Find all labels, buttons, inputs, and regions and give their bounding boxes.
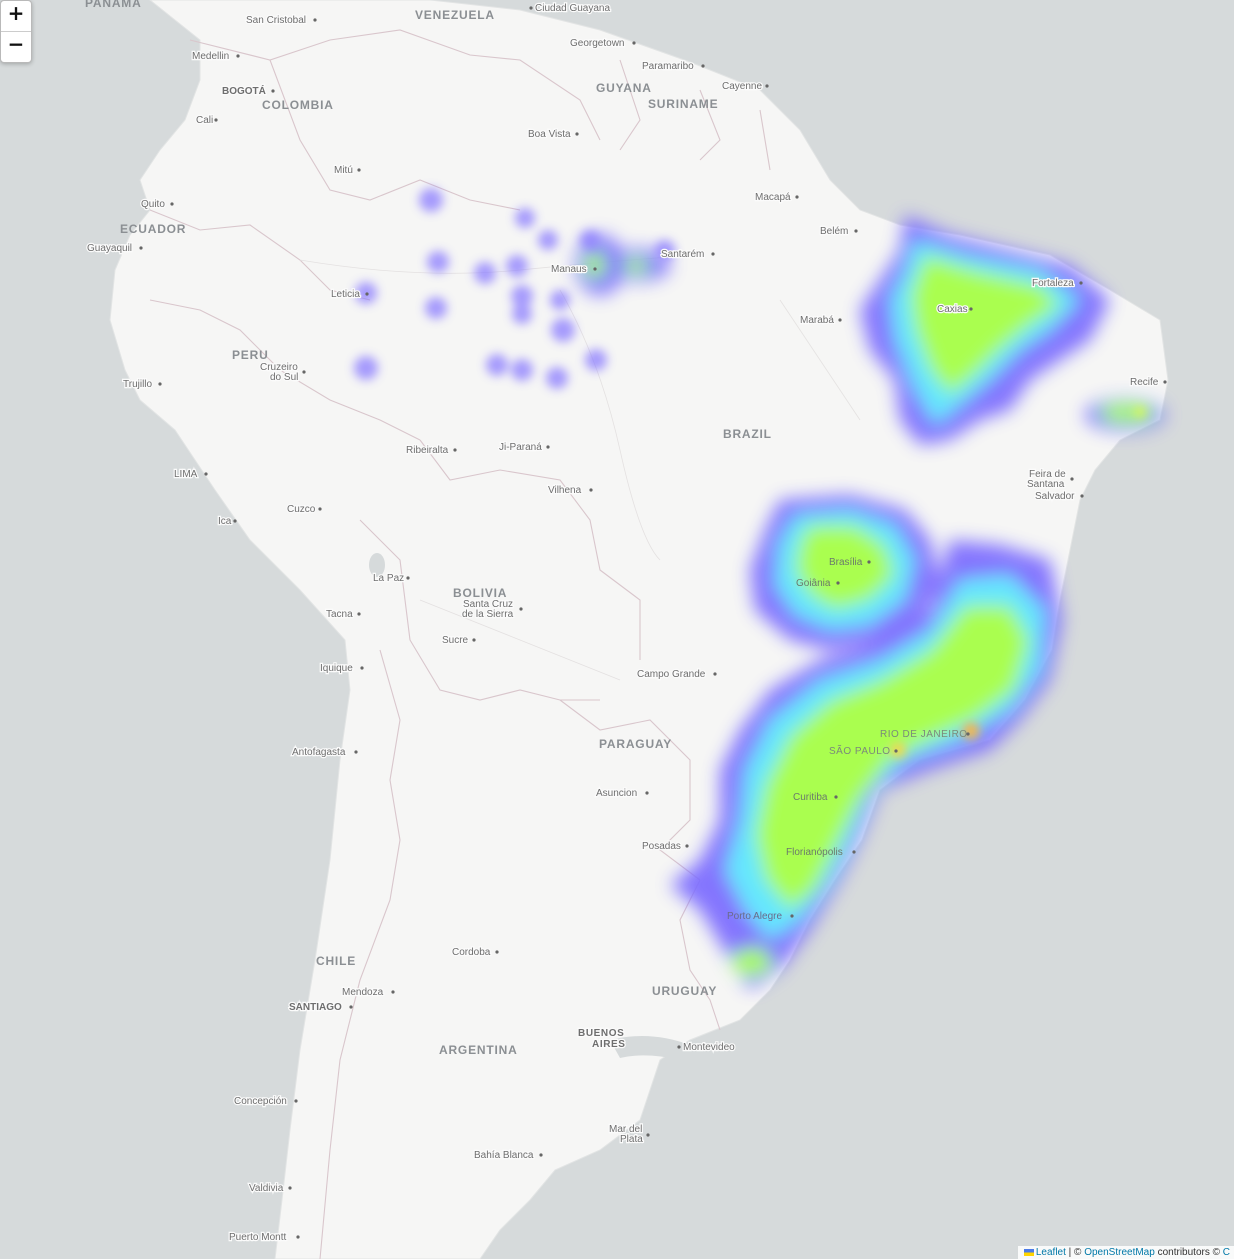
city-label: Mendoza xyxy=(342,987,384,998)
city-label: Plata xyxy=(620,1134,643,1145)
country-label-chile: CHILE xyxy=(316,954,356,968)
city-label: Asuncion xyxy=(596,788,637,799)
city-label: San Cristobal xyxy=(246,15,306,26)
city-label: Feira de xyxy=(1029,469,1066,480)
city-label: Cali xyxy=(196,115,213,126)
city-label: de la Sierra xyxy=(462,609,514,620)
country-label-peru: PERU xyxy=(232,348,269,362)
heatmap-points xyxy=(354,188,675,389)
city-label: Georgetown xyxy=(570,38,624,49)
country-label-ecuador: ECUADOR xyxy=(120,222,186,236)
city-label: Ica xyxy=(218,516,232,527)
city-label: Mar del xyxy=(609,1124,642,1135)
city-label: Cayenne xyxy=(722,81,762,92)
city-label: Antofagasta xyxy=(292,747,346,758)
city-label: RIO DE JANEIRO xyxy=(880,729,968,740)
city-label: Bahía Blanca xyxy=(474,1150,534,1161)
city-label: La Paz xyxy=(373,573,404,584)
city-label: Santarém xyxy=(661,249,704,260)
city-label: Quito xyxy=(141,199,165,210)
city-label: Macapá xyxy=(755,192,791,203)
city-label: Tacna xyxy=(326,609,353,620)
city-label: Medellin xyxy=(192,51,229,62)
country-label-guyana: GUYANA xyxy=(596,81,652,95)
city-label: Florianópolis xyxy=(786,847,843,858)
country-label-argentina: ARGENTINA xyxy=(439,1043,518,1057)
city-label: Boa Vista xyxy=(528,129,571,140)
city-label: Sucre xyxy=(442,635,469,646)
city-label: Guayaquil xyxy=(87,243,132,254)
city-label: Iquique xyxy=(320,663,353,674)
city-label: Santana xyxy=(1027,479,1065,490)
city-label: Paramaribo xyxy=(642,61,694,72)
country-label-paraguay: PARAGUAY xyxy=(599,737,672,751)
city-label: Recife xyxy=(1130,377,1159,388)
city-label: SANTIAGO xyxy=(289,1002,342,1013)
city-label: Leticia xyxy=(331,289,360,300)
city-label: Vilhena xyxy=(548,485,582,496)
country-borders xyxy=(149,29,771,1259)
map-attribution: Leaflet | © OpenStreetMap contributors ©… xyxy=(1017,1246,1234,1259)
country-labels: PANAMA VENEZUELA COLOMBIA GUYANA SURINAM… xyxy=(85,0,772,1057)
attribution-contributors: contributors © xyxy=(1154,1247,1223,1258)
city-label: Cordoba xyxy=(452,947,491,958)
country-label-bolivia: BOLIVIA xyxy=(453,586,507,600)
city-label: Posadas xyxy=(642,841,681,852)
leaflet-link[interactable]: Leaflet xyxy=(1035,1247,1066,1258)
city-label: AIRES xyxy=(592,1039,626,1050)
country-label-venezuela: VENEZUELA xyxy=(415,8,495,22)
city-label: Mitú xyxy=(334,165,353,176)
city-label: Cruzeiro xyxy=(260,362,298,373)
city-label: BOGOTÁ xyxy=(222,84,266,97)
carto-link[interactable]: C xyxy=(1222,1247,1230,1258)
city-dots xyxy=(139,6,1167,1239)
city-label: Belém xyxy=(820,226,848,237)
heatmap-layer xyxy=(576,215,1165,990)
city-label: BUENOS xyxy=(578,1028,624,1039)
country-label-uruguay: URUGUAY xyxy=(652,984,717,998)
city-label: Curitiba xyxy=(793,792,828,803)
attribution-separator: | © xyxy=(1065,1247,1085,1258)
city-label: Manaus xyxy=(551,264,587,275)
city-label: Santa Cruz xyxy=(463,599,513,610)
city-labels: San Cristobal Ciudad Guayana Georgetown … xyxy=(86,2,1160,1245)
city-label: Goiânia xyxy=(796,578,831,589)
country-label-panama: PANAMA xyxy=(85,0,142,10)
city-label: Porto Alegre xyxy=(727,911,782,922)
zoom-out-button[interactable]: − xyxy=(1,31,31,62)
city-label: SÃO PAULO xyxy=(829,744,891,757)
city-label: Puerto Montt xyxy=(229,1232,286,1243)
zoom-in-button[interactable]: + xyxy=(7,1,25,25)
city-label: Trujillo xyxy=(123,379,153,390)
city-label: Montevideo xyxy=(683,1042,735,1053)
city-label: Campo Grande xyxy=(637,669,706,680)
country-label-brazil: BRAZIL xyxy=(723,427,772,441)
city-label: Ribeiralta xyxy=(406,445,449,456)
country-label-colombia: COLOMBIA xyxy=(262,98,334,112)
city-label: Ciudad Guayana xyxy=(535,3,610,14)
city-label: Caxias xyxy=(937,304,968,315)
zoom-control: + − xyxy=(0,0,32,63)
city-label: LIMA xyxy=(174,469,198,480)
city-label: Concepción xyxy=(234,1096,287,1107)
city-label: Valdivia xyxy=(249,1183,284,1194)
openstreetmap-link[interactable]: OpenStreetMap xyxy=(1084,1247,1155,1258)
city-label: Marabá xyxy=(800,315,834,326)
city-label: Ji-Paraná xyxy=(499,442,542,453)
city-label: Fortaleza xyxy=(1032,278,1074,289)
city-label: Salvador xyxy=(1035,491,1075,502)
heatmap-hotspots xyxy=(891,407,1145,757)
city-label: Brasília xyxy=(829,557,863,568)
city-label: Cuzco xyxy=(287,504,316,515)
country-label-suriname: SURINAME xyxy=(648,97,718,111)
city-label: do Sul xyxy=(270,372,298,383)
ukraine-flag-icon xyxy=(1023,1249,1034,1256)
